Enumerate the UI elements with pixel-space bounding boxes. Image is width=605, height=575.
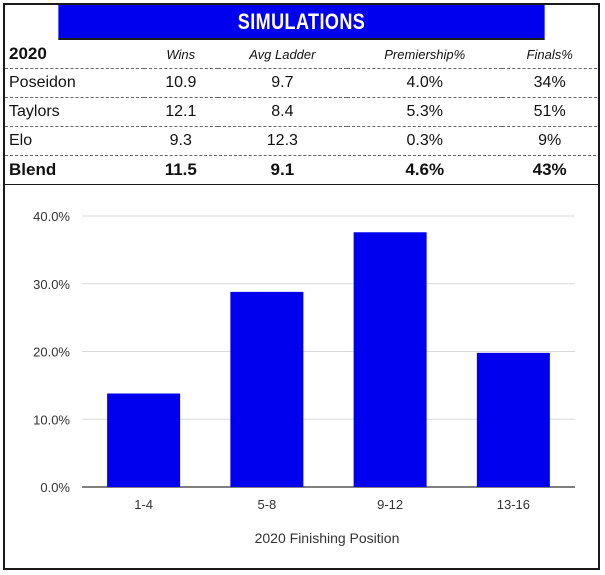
- col-header-wins: Wins: [144, 40, 218, 69]
- title-text: SIMULATIONS: [237, 8, 366, 34]
- x-axis-title: 2020 Finishing Position: [255, 530, 400, 546]
- bar-1-4: [107, 393, 181, 487]
- row-name: Taylors: [5, 97, 144, 127]
- blend-cell: 9.1: [216, 155, 349, 186]
- blend-cell: 43%: [501, 155, 598, 186]
- y-tick-label: 30.0%: [33, 277, 70, 292]
- y-tick-label: 10.0%: [33, 412, 70, 427]
- row-cell: 8.4: [217, 97, 348, 127]
- blend-name: Blend: [5, 155, 144, 186]
- row-cell: 12.3: [217, 126, 348, 156]
- col-header-premiership: Premiership%: [347, 40, 503, 69]
- table-row: Poseidon 10.9 9.7 4.0% 34%: [5, 68, 597, 98]
- x-tick-label: 13-16: [497, 497, 530, 512]
- x-tick-label: 5-8: [257, 497, 276, 512]
- x-tick-label: 9-12: [377, 497, 403, 512]
- table-header-row: 2020 Wins Avg Ladder Premiership% Finals…: [5, 40, 597, 69]
- row-cell: 0.3%: [347, 126, 503, 156]
- row-cell: 51%: [502, 97, 597, 127]
- row-cell: 5.3%: [347, 97, 503, 127]
- x-tick-label: 1-4: [134, 497, 153, 512]
- blend-cell: 11.5: [143, 155, 219, 186]
- row-cell: 9.7: [217, 68, 348, 98]
- y-tick-label: 40.0%: [33, 209, 70, 224]
- year-header: 2020: [5, 40, 144, 69]
- row-cell: 9%: [502, 126, 597, 156]
- row-name: Elo: [5, 126, 144, 156]
- col-header-finals: Finals%: [502, 40, 597, 69]
- table-row: Elo 9.3 12.3 0.3% 9%: [5, 126, 597, 156]
- blend-row: Blend 11.5 9.1 4.6% 43%: [5, 155, 598, 186]
- bar-9-12: [353, 232, 427, 487]
- bar-13-16: [476, 352, 550, 487]
- row-cell: 9.3: [144, 126, 218, 156]
- bar-5-8: [230, 291, 304, 487]
- blend-cell: 4.6%: [346, 155, 504, 186]
- col-header-avg-ladder: Avg Ladder: [217, 40, 348, 69]
- row-name: Poseidon: [5, 68, 144, 98]
- row-cell: 12.1: [144, 97, 218, 127]
- y-tick-label: 20.0%: [33, 345, 70, 360]
- chart-area: 0.0% 10.0% 20.0% 30.0% 40.0% 1-4 5-8 9-12 13-16…: [5, 185, 598, 568]
- bar-chart: 0.0% 10.0% 20.0% 30.0% 40.0% 1-4 5-8 9-12 13-16…: [5, 185, 598, 568]
- panel-title: SIMULATIONS: [58, 5, 545, 40]
- y-tick-label: 0.0%: [40, 480, 70, 495]
- table-row: Taylors 12.1 8.4 5.3% 51%: [5, 97, 597, 127]
- simulations-table: 2020 Wins Avg Ladder Premiership% Finals…: [5, 40, 598, 186]
- simulations-panel: SIMULATIONS 2020 Wins Avg Ladder Premier…: [3, 3, 600, 570]
- row-cell: 34%: [502, 68, 597, 98]
- row-cell: 4.0%: [347, 68, 503, 98]
- row-cell: 10.9: [144, 68, 218, 98]
